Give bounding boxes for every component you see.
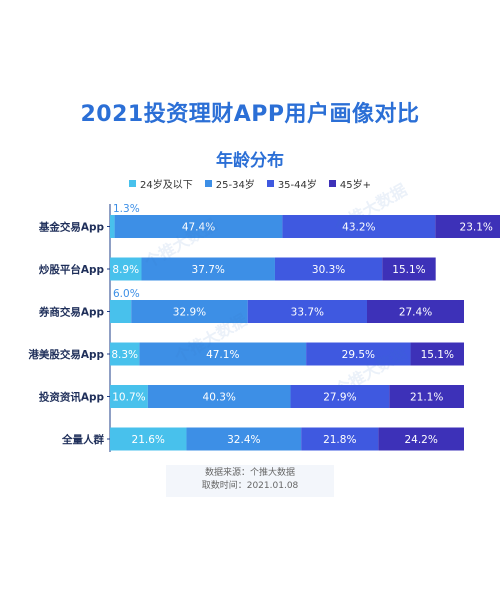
bar-segment [139, 342, 307, 366]
data-label: 40.3% [203, 392, 236, 404]
data-label: 21.6% [132, 434, 165, 446]
bar-segment [367, 300, 464, 323]
bar-segment [110, 300, 132, 323]
legend-item: 45岁+ [328, 176, 371, 191]
category-label: 港美股交易App [28, 348, 104, 361]
category-label: 全量人群 [61, 433, 104, 446]
bar-segment [131, 300, 248, 323]
source-text: 数据来源：个推大数据 [204, 468, 295, 478]
bar-segment [110, 427, 187, 451]
data-label: 8.3% [111, 349, 138, 361]
legend: 24岁及以下 25-34岁 35-44岁 45岁+ [0, 176, 500, 191]
data-label: 21.1% [410, 392, 443, 404]
bar-segment [290, 385, 390, 408]
date-text: 取数时间：2021.01.08 [201, 481, 299, 491]
bar-segment [382, 257, 436, 281]
bar-segment [186, 427, 302, 451]
data-label: 27.9% [323, 392, 356, 404]
bar-segment [410, 342, 464, 366]
bar-segment [147, 385, 291, 408]
bar-segment [141, 257, 275, 281]
bar-segment [306, 342, 411, 366]
legend-item: 25-34岁 [204, 176, 255, 191]
legend-swatch [266, 180, 274, 187]
chart-title: 2021投资理财APP用户画像对比 [80, 102, 420, 127]
legend-label: 45岁+ [339, 180, 371, 191]
bar-segment [110, 257, 142, 281]
data-label: 37.7% [192, 264, 225, 276]
data-label: 10.7% [112, 392, 145, 404]
data-label: 32.4% [227, 434, 260, 446]
legend-label: 35-44岁 [277, 180, 317, 191]
legend-swatch [328, 180, 336, 187]
chart-subtitle: 年龄分布 [216, 151, 284, 171]
data-label: 8.9% [112, 264, 139, 276]
data-label: 47.1% [206, 349, 239, 361]
legend-swatch [204, 180, 212, 187]
legend-item: 35-44岁 [266, 176, 317, 191]
data-label: 30.3% [312, 264, 345, 276]
bar-segment [110, 215, 115, 238]
bar-segment [274, 257, 383, 281]
data-label: 15.1% [421, 349, 454, 361]
data-label: 27.4% [399, 307, 432, 319]
data-label: 32.9% [173, 307, 206, 319]
legend-swatch [129, 180, 137, 187]
data-label: 33.7% [291, 307, 324, 319]
bar-segment [389, 385, 464, 408]
category-label: 投资资讯App [39, 391, 105, 404]
legend-item: 24岁及以下 [129, 176, 193, 191]
bar-segment [247, 300, 368, 323]
source-box: 数据来源：个推大数据 取数时间：2021.01.08 [166, 465, 334, 497]
data-label: 29.5% [342, 349, 375, 361]
legend-label: 25-34岁 [215, 180, 255, 191]
category-label: 券商交易App [38, 306, 105, 319]
bar-segment [435, 215, 500, 238]
data-label: 43.2% [342, 222, 375, 234]
data-label: 47.4% [182, 222, 215, 234]
data-label: 21.8% [323, 434, 356, 446]
data-label: 1.3% [113, 203, 140, 215]
data-label: 15.1% [392, 264, 425, 276]
bar-segment [110, 342, 140, 366]
bar-segment [114, 215, 283, 238]
category-label: 基金交易App [38, 221, 105, 234]
bar-segment [378, 427, 464, 451]
data-label: 24.2% [404, 434, 437, 446]
bar-segment [110, 385, 148, 408]
bar-segment [301, 427, 379, 451]
data-label: 23.1% [460, 222, 493, 234]
legend-label: 24岁及以下 [140, 180, 193, 191]
category-label: 炒股平台App [39, 263, 105, 276]
data-label: 6.0% [113, 288, 140, 300]
bar-segment [282, 215, 436, 238]
